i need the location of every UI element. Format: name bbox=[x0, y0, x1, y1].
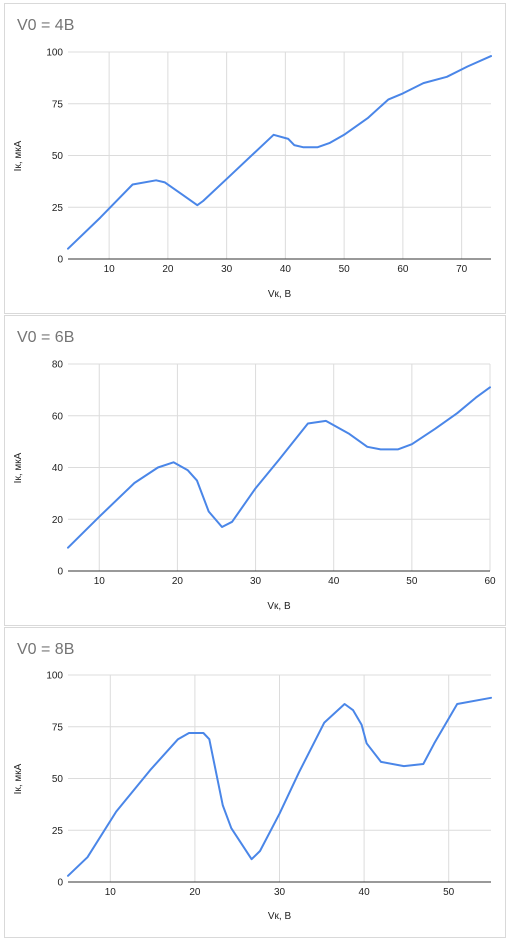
x-axis-label: Vк, В bbox=[268, 911, 292, 922]
y-tick-label: 25 bbox=[52, 203, 64, 214]
y-tick-label: 75 bbox=[52, 722, 64, 733]
y-axis-label: Iк, мкА bbox=[13, 140, 24, 171]
chart-svg: 0 25 50 75 100 10 20 30 40 50 60 70 V0 = 4В Vк, В Iк, … bbox=[13, 17, 492, 300]
y-tick-label: 0 bbox=[57, 878, 63, 889]
x-tick-label: 50 bbox=[406, 576, 418, 587]
chart-panel: 0 25 50 75 100 10 20 30 40 50 V0 = 8В Vк, В Iк, мкА bbox=[4, 627, 506, 938]
x-axis-label: Vк, В bbox=[268, 289, 292, 300]
x-tick-label: 60 bbox=[484, 576, 496, 587]
series-line bbox=[67, 386, 491, 549]
x-tick-label: 30 bbox=[221, 264, 233, 275]
x-tick-label: 30 bbox=[250, 576, 262, 587]
x-tick-label: 10 bbox=[104, 264, 116, 275]
x-tick-label: 20 bbox=[189, 887, 201, 898]
chart-svg: 0 20 40 60 80 10 20 30 40 50 60 V0 = 6В Vк, В Iк, мкА bbox=[13, 329, 496, 612]
y-tick-label: 0 bbox=[57, 255, 63, 266]
series-line bbox=[67, 696, 492, 877]
chart-title: V0 = 4В bbox=[17, 17, 74, 34]
x-tick-label: 10 bbox=[105, 887, 117, 898]
y-tick-label: 20 bbox=[52, 515, 64, 526]
x-tick-label: 40 bbox=[328, 576, 340, 587]
x-tick-label: 60 bbox=[397, 264, 409, 275]
y-tick-label: 40 bbox=[52, 463, 64, 474]
chart-svg: 0 25 50 75 100 10 20 30 40 50 V0 = 8В Vк, В Iк, мкА bbox=[13, 641, 492, 922]
y-tick-label: 25 bbox=[52, 826, 64, 837]
y-tick-label: 100 bbox=[46, 671, 63, 682]
x-tick-label: 40 bbox=[359, 887, 371, 898]
x-axis-label: Vк, В bbox=[267, 601, 291, 612]
y-tick-label: 80 bbox=[52, 360, 64, 371]
chart-title: V0 = 6В bbox=[17, 329, 74, 346]
x-tick-label: 70 bbox=[456, 264, 468, 275]
y-axis-label: Iк, мкА bbox=[13, 763, 24, 794]
x-tick-label: 50 bbox=[339, 264, 351, 275]
chart-panel: 0 20 40 60 80 10 20 30 40 50 60 V0 = 6В Vк, В Iк, мкА bbox=[4, 315, 506, 626]
x-tick-label: 50 bbox=[443, 887, 455, 898]
y-axis-label: Iк, мкА bbox=[13, 452, 24, 483]
x-tick-label: 20 bbox=[162, 264, 174, 275]
y-tick-label: 60 bbox=[52, 411, 64, 422]
y-tick-label: 0 bbox=[57, 567, 63, 578]
y-tick-label: 50 bbox=[52, 774, 64, 785]
x-tick-label: 30 bbox=[274, 887, 286, 898]
x-tick-label: 20 bbox=[172, 576, 184, 587]
x-tick-label: 10 bbox=[94, 576, 106, 587]
y-tick-label: 100 bbox=[46, 48, 63, 59]
series-line bbox=[67, 55, 492, 250]
y-tick-label: 50 bbox=[52, 151, 64, 162]
x-tick-label: 40 bbox=[280, 264, 292, 275]
chart-panel: 0 25 50 75 100 10 20 30 40 50 60 70 V0 = 4В Vк, В Iк, … bbox=[4, 3, 506, 314]
y-tick-label: 75 bbox=[52, 99, 64, 110]
chart-title: V0 = 8В bbox=[17, 641, 74, 658]
